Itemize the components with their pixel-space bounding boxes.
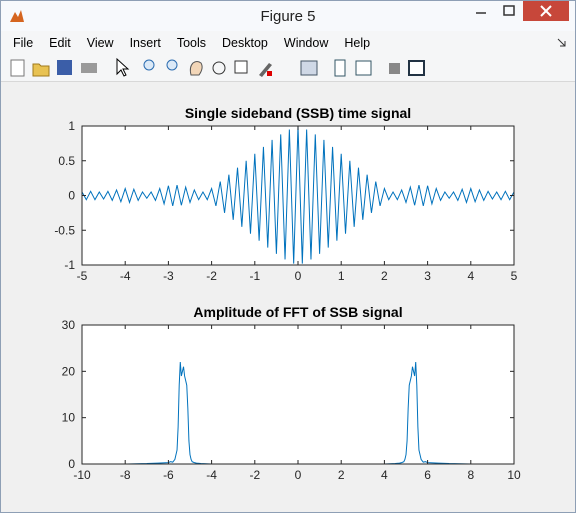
x-tick-label: 3 bbox=[424, 269, 431, 283]
x-tick-label: 10 bbox=[507, 468, 521, 482]
print-icon[interactable] bbox=[81, 63, 97, 73]
x-tick-label: -2 bbox=[249, 468, 260, 482]
x-tick-label: 6 bbox=[424, 468, 431, 482]
x-tick-label: -2 bbox=[206, 269, 217, 283]
data-line bbox=[82, 362, 514, 464]
zoom-in-icon[interactable] bbox=[143, 59, 155, 71]
x-tick-label: -6 bbox=[163, 468, 174, 482]
axes-box bbox=[81, 125, 515, 266]
y-tick-label: 20 bbox=[62, 364, 76, 378]
title-bar: Figure 5 bbox=[1, 1, 575, 31]
x-tick-label: 2 bbox=[381, 269, 388, 283]
y-tick-label: 10 bbox=[62, 411, 76, 425]
open-icon[interactable] bbox=[32, 63, 50, 77]
y-tick-label: 0.5 bbox=[58, 154, 75, 168]
menu-item[interactable]: View bbox=[86, 36, 114, 50]
datacursor-icon[interactable] bbox=[234, 60, 248, 74]
dock-arrow[interactable] bbox=[557, 38, 567, 48]
x-tick-label: 4 bbox=[381, 468, 388, 482]
show-icon[interactable] bbox=[408, 60, 425, 76]
brush-icon[interactable] bbox=[259, 63, 272, 77]
pointer-icon[interactable] bbox=[116, 57, 130, 77]
x-tick-label: 8 bbox=[467, 468, 474, 482]
maximize-button[interactable] bbox=[495, 1, 523, 21]
axes-background bbox=[82, 126, 514, 265]
y-tick-label: -1 bbox=[64, 258, 75, 272]
menu-bar: File Edit View Insert Tools Desktop Wind… bbox=[1, 31, 575, 55]
x-tick-label: 5 bbox=[511, 269, 518, 283]
hide-icon[interactable] bbox=[389, 63, 400, 74]
menu-item[interactable]: Desktop bbox=[222, 36, 268, 50]
rotate-icon[interactable] bbox=[212, 61, 226, 75]
legend-icon[interactable] bbox=[355, 60, 372, 76]
chart-title: Amplitude of FFT of SSB signal bbox=[193, 304, 402, 320]
menu-item[interactable]: Help bbox=[344, 36, 371, 50]
x-tick-label: -3 bbox=[163, 269, 174, 283]
menu-item[interactable]: Insert bbox=[129, 36, 161, 50]
save-icon[interactable] bbox=[57, 60, 72, 75]
axes-box bbox=[81, 324, 515, 465]
zoom-out-icon[interactable] bbox=[166, 59, 178, 71]
x-tick-label: 0 bbox=[295, 269, 302, 283]
menu-item[interactable]: Window bbox=[283, 36, 329, 50]
x-tick-label: -8 bbox=[120, 468, 131, 482]
window-title: Figure 5 bbox=[260, 8, 316, 25]
y-tick-label: -0.5 bbox=[54, 223, 75, 237]
minimize-button[interactable] bbox=[467, 1, 495, 21]
colorbar-icon[interactable] bbox=[334, 59, 346, 77]
app-icon bbox=[10, 10, 24, 22]
new-icon[interactable] bbox=[10, 59, 25, 77]
x-tick-label: 4 bbox=[467, 269, 474, 283]
link-icon[interactable] bbox=[300, 60, 318, 76]
x-tick-label: 2 bbox=[338, 468, 345, 482]
toolbar bbox=[1, 55, 575, 82]
x-tick-label: -1 bbox=[249, 269, 260, 283]
x-tick-label: -10 bbox=[73, 468, 91, 482]
data-line bbox=[82, 126, 514, 264]
menu-item[interactable]: Edit bbox=[49, 36, 71, 50]
chart-title: Single sideband (SSB) time signal bbox=[185, 105, 411, 121]
y-tick-label: 30 bbox=[62, 318, 76, 332]
pan-icon[interactable] bbox=[189, 61, 203, 76]
x-tick-label: -5 bbox=[77, 269, 88, 283]
x-tick-label: 0 bbox=[295, 468, 302, 482]
x-tick-label: -4 bbox=[206, 468, 217, 482]
close-button[interactable] bbox=[523, 1, 569, 21]
x-tick-label: -4 bbox=[120, 269, 131, 283]
x-tick-label: 1 bbox=[338, 269, 345, 283]
y-tick-label: 1 bbox=[68, 119, 75, 133]
axes-background bbox=[82, 325, 514, 464]
menu-item[interactable]: File bbox=[13, 36, 34, 50]
y-tick-label: 0 bbox=[68, 457, 75, 471]
y-tick-label: 0 bbox=[68, 189, 75, 203]
figure-area: Single sideband (SSB) time signal -5 -4 -3 -… bbox=[1, 87, 575, 512]
menu-item[interactable]: Tools bbox=[176, 36, 207, 50]
